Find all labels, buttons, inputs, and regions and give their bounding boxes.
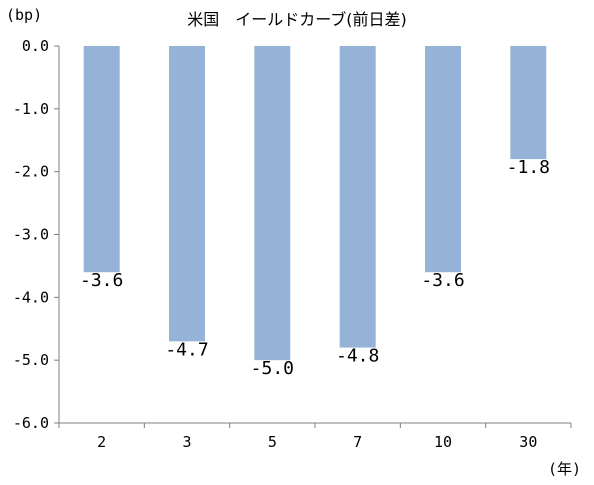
y-tick-label: 0.0 xyxy=(22,37,49,55)
data-labels-group: -3.6 -4.7 -5.0 -4.8 -3.6 -1.8 xyxy=(80,157,550,379)
data-label: -1.8 xyxy=(507,157,550,178)
x-axis-unit-label: (年) xyxy=(548,460,582,478)
x-tick-label: 3 xyxy=(182,433,191,451)
data-label: -4.8 xyxy=(336,346,379,367)
y-ticks-group: 0.0 -1.0 -2.0 -3.0 -4.0 -5.0 -6.0 xyxy=(13,37,59,432)
x-tick-label: 5 xyxy=(268,433,277,451)
y-tick-label: -4.0 xyxy=(13,288,49,306)
y-tick-label: -6.0 xyxy=(13,414,49,432)
bar xyxy=(83,46,120,273)
bar xyxy=(169,46,205,342)
y-tick-label: -1.0 xyxy=(13,100,49,118)
y-tick-label: -5.0 xyxy=(13,351,49,369)
data-label: -4.7 xyxy=(165,339,208,360)
data-label: -5.0 xyxy=(251,358,294,379)
bar xyxy=(254,46,291,361)
x-tick-label: 30 xyxy=(519,433,537,451)
bars-group xyxy=(83,46,547,361)
bar xyxy=(425,46,461,273)
x-tick-label: 2 xyxy=(97,433,106,451)
data-label: -3.6 xyxy=(421,270,464,291)
x-ticks-group: 2 3 5 7 10 30 xyxy=(58,423,572,451)
data-label: -3.6 xyxy=(80,270,123,291)
bar xyxy=(510,46,547,160)
y-tick-label: -2.0 xyxy=(13,163,49,181)
x-tick-label: 10 xyxy=(434,433,452,451)
x-tick-label: 7 xyxy=(353,433,362,451)
chart-title: 米国 イールドカーブ(前日差) xyxy=(187,10,407,29)
y-axis-unit-label: (bp) xyxy=(6,6,43,24)
bar xyxy=(339,46,376,348)
y-tick-label: -3.0 xyxy=(13,226,49,244)
